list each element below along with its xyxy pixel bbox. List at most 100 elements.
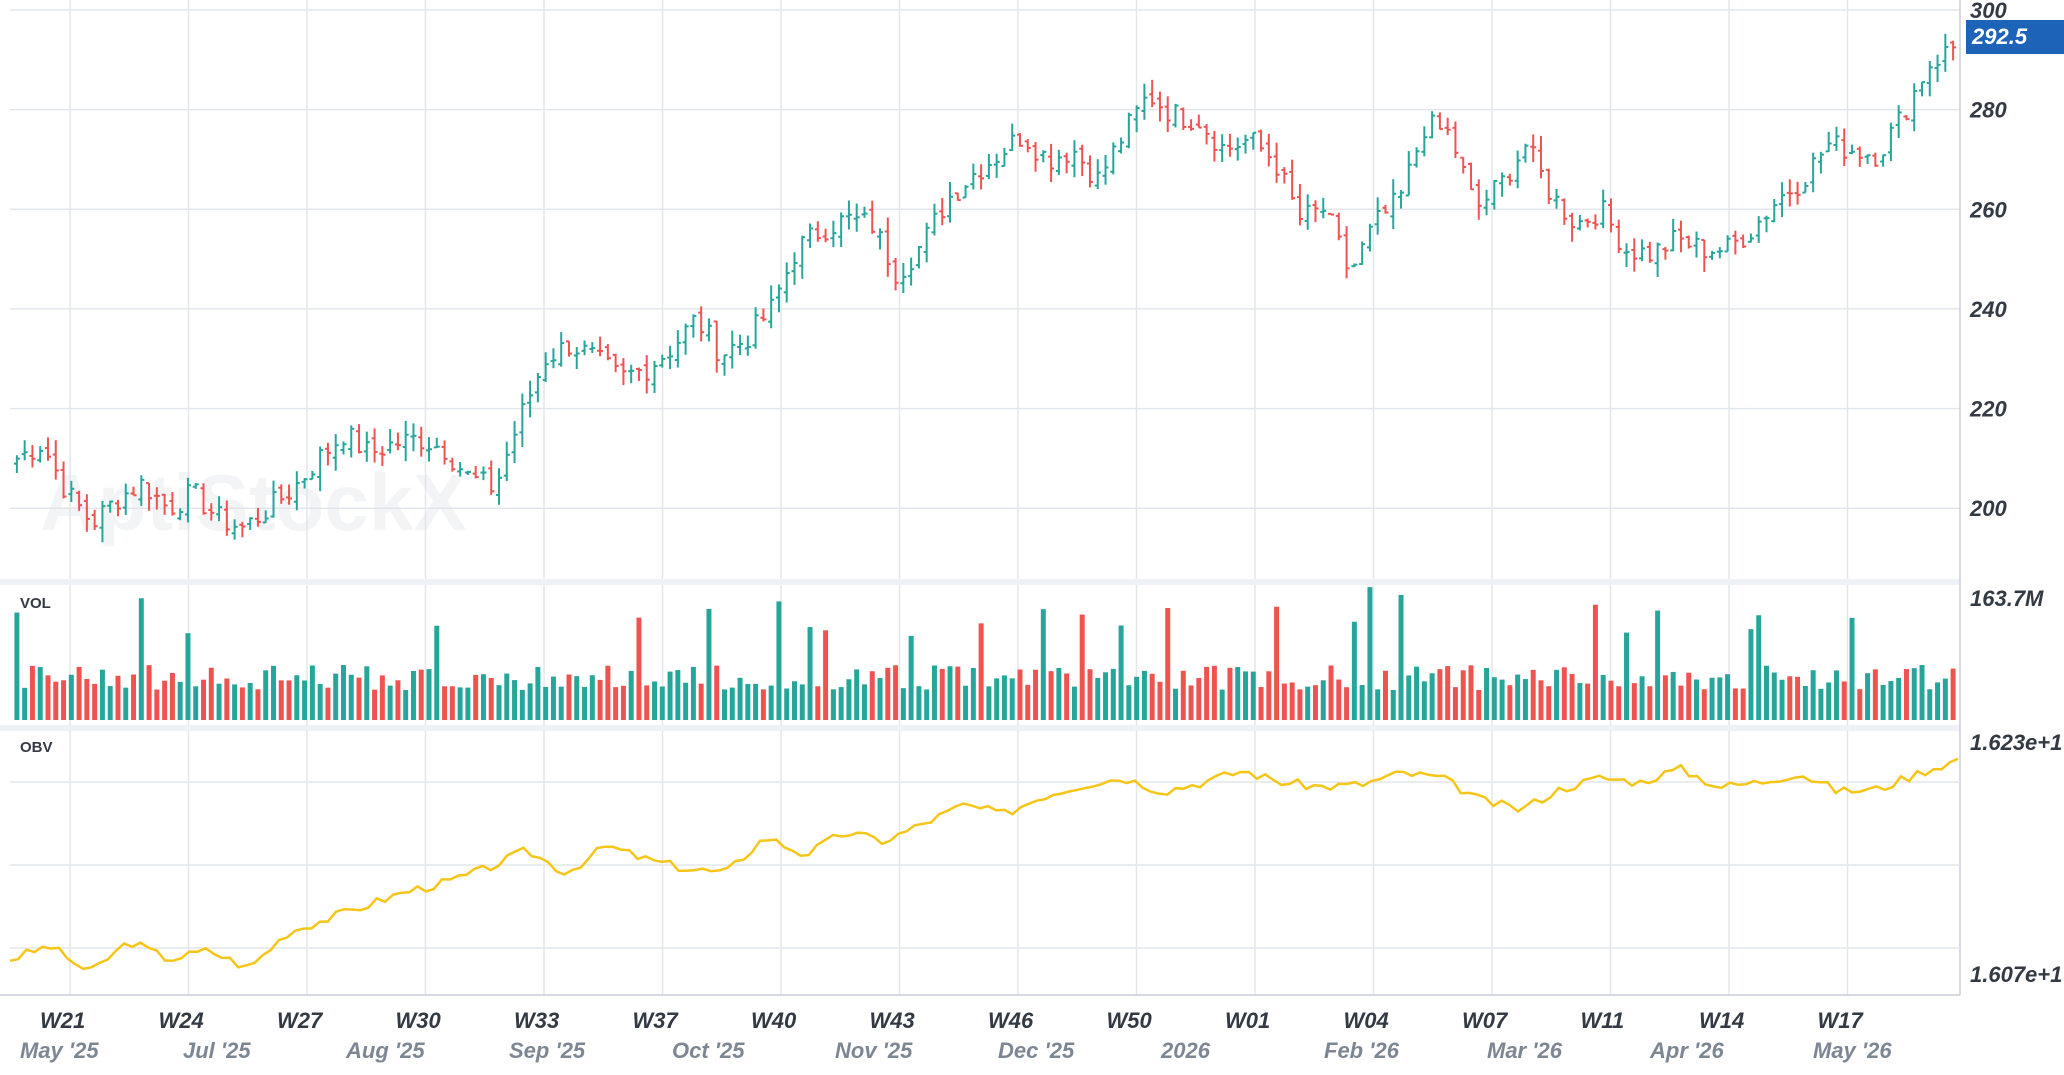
volume-bar [784, 688, 790, 720]
volume-bar [893, 665, 899, 720]
week-tick-label: W17 [1818, 1008, 1865, 1033]
volume-bar [1437, 669, 1443, 720]
axes: 200 220 240 260 280 300 W21 W24 W27 W30 W33 W37 W40 W… [20, 0, 2007, 1063]
volume-bar [1670, 671, 1676, 720]
volume-bar [1530, 669, 1536, 720]
volume-bar [1655, 610, 1661, 720]
volume-bar [1849, 617, 1855, 720]
ohlc-bar [1180, 107, 1187, 131]
volume-bar [1919, 665, 1925, 720]
ohlc-bar [418, 426, 425, 457]
week-tick-label: W24 [159, 1008, 204, 1033]
ohlc-bar [1429, 111, 1436, 139]
volume-bar [1935, 682, 1941, 720]
volume-bar [978, 623, 984, 720]
month-tick-label: Apr '26 [1649, 1038, 1724, 1063]
ohlc-bar [1398, 190, 1405, 209]
week-tick-label: W07 [1462, 1008, 1509, 1033]
ohlc-bar [1553, 188, 1560, 209]
volume-bar [1911, 668, 1917, 720]
ohlc-bar [1817, 151, 1824, 174]
ohlc-bar [231, 519, 238, 540]
ohlc-bar [457, 462, 464, 477]
ohlc-bar [1833, 126, 1840, 151]
volume-bar [1554, 669, 1560, 720]
volume-bar [309, 665, 315, 720]
volume-bar [1196, 678, 1202, 720]
volume-bar [854, 669, 860, 720]
volume-bar [1103, 672, 1109, 720]
ohlc-bar [1685, 235, 1692, 249]
volume-bar [955, 666, 961, 720]
ohlc-bar [511, 421, 518, 464]
volume-bar [1507, 685, 1513, 720]
volume-bar [1141, 670, 1147, 720]
ohlc-bar [1211, 130, 1218, 162]
obv-bottom-label: 1.607e+1 [1970, 962, 2062, 987]
volume-bar [1157, 681, 1163, 720]
volume-bar [138, 598, 144, 720]
obv-panel-label: OBV [20, 739, 53, 756]
ohlc-bar [472, 465, 479, 479]
volume-bar [1538, 680, 1544, 720]
obv-series-line [9, 757, 1959, 971]
volume-bar [963, 685, 969, 720]
ohlc-bar [1040, 150, 1047, 163]
ohlc-bar [1320, 197, 1327, 219]
ohlc-bar [1436, 112, 1443, 131]
obv-line [9, 757, 1959, 971]
ohlc-bar [1623, 243, 1630, 268]
ohlc-bar [1537, 135, 1544, 179]
volume-bar [410, 670, 416, 720]
ohlc-bar [1475, 179, 1482, 220]
volume-bar [1678, 685, 1684, 720]
ohlc-bar [667, 345, 674, 370]
volume-bar [488, 677, 494, 720]
ohlc-bar [503, 441, 510, 481]
volume-bar [84, 678, 90, 720]
ohlc-bar [1569, 212, 1576, 242]
ohlc-bar [1405, 151, 1412, 197]
ohlc-bar [1514, 150, 1521, 189]
volume-bar [247, 682, 253, 720]
ohlc-bar [278, 484, 285, 504]
volume-bar [185, 633, 191, 720]
ohlc-bar [519, 393, 526, 448]
volume-bar [667, 671, 673, 720]
volume-bar [271, 665, 276, 720]
volume-bar [597, 679, 603, 720]
volume-bar [589, 675, 595, 720]
ohlc-bar [410, 423, 417, 452]
ohlc-bar [1506, 173, 1513, 186]
ohlc-bar [1079, 144, 1086, 177]
volume-bar [1305, 686, 1311, 720]
volume-bar [1056, 667, 1062, 720]
ohlc-bar [1273, 142, 1280, 183]
ohlc-bar [1732, 230, 1739, 255]
volume-bar [1600, 675, 1606, 720]
ohlc-bar [1156, 91, 1163, 122]
ohlc-bar [262, 510, 269, 524]
ohlc-bar [1607, 198, 1614, 233]
volume-bar [970, 667, 976, 720]
ohlc-bar [892, 257, 899, 291]
ohlc-bar [1234, 137, 1241, 161]
volume-bar [263, 670, 269, 720]
ohlc-bar [1055, 149, 1062, 175]
volume-bar [1732, 688, 1738, 720]
volume-bar [1017, 669, 1023, 720]
volume-bar [1375, 689, 1381, 720]
ohlc-bar [775, 284, 782, 313]
volume-bar [947, 666, 953, 720]
volume-bar [986, 686, 992, 720]
watermark-text: AptiStockX [40, 458, 467, 547]
volume-bar [1608, 680, 1614, 720]
ohlc-bar [1755, 216, 1762, 243]
ohlc-bar [1545, 168, 1552, 205]
ohlc-bar [729, 330, 736, 369]
ohlc-bar [1701, 239, 1708, 273]
ohlc-bar [791, 252, 798, 285]
volume-bar [1577, 683, 1583, 720]
ohlc-bar [908, 257, 915, 286]
